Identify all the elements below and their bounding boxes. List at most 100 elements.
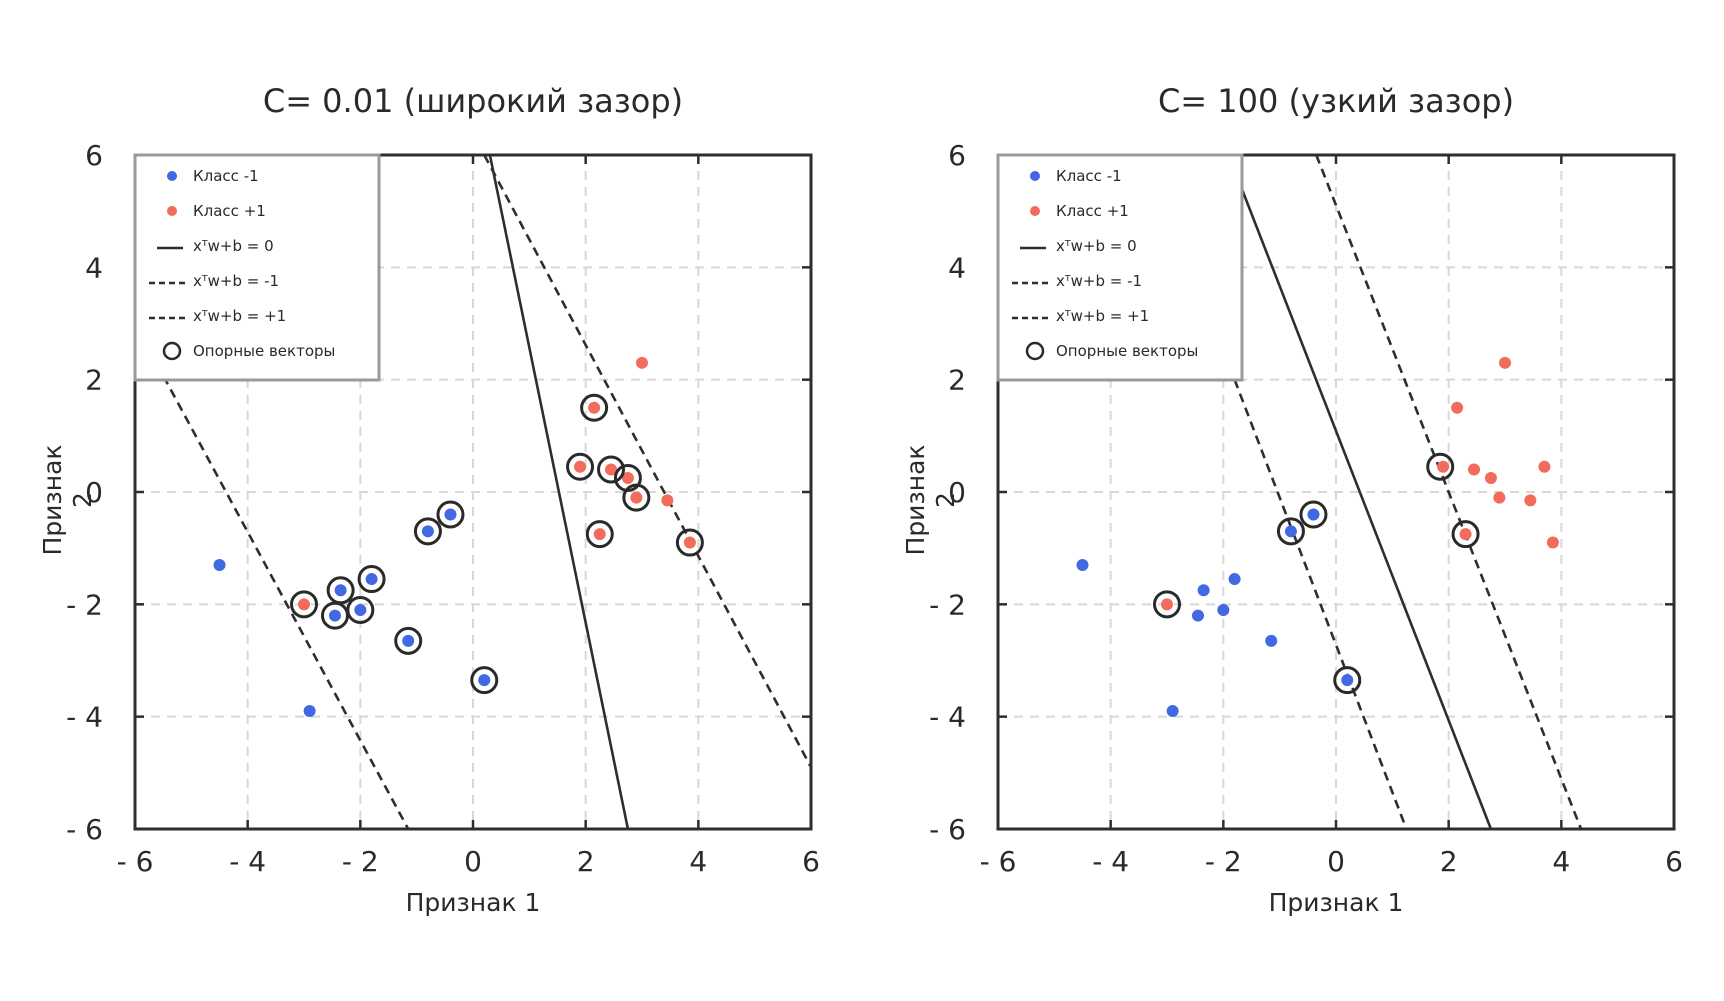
y-axis-label: Признак2 [38, 445, 97, 556]
y-tick-label: 2 [948, 364, 966, 397]
point-class-pos [588, 401, 601, 414]
decision-boundary-line [1236, 176, 1493, 829]
point-class-pos [1538, 460, 1551, 473]
point-class-neg [421, 525, 434, 538]
x-tick-label: - 2 [342, 845, 379, 878]
x-tick-label: 6 [802, 845, 820, 878]
point-class-pos [1546, 536, 1559, 549]
point-class-pos [1484, 471, 1497, 484]
legend-box [996, 153, 1244, 382]
x-tick-label: - 6 [980, 845, 1017, 878]
point-class-neg [328, 609, 341, 622]
decision-lines [135, 155, 811, 829]
y-axis-label-line1: Признак [38, 445, 67, 556]
point-class-neg [213, 559, 226, 572]
y-tick-label: - 4 [66, 701, 103, 734]
point-class-neg [1284, 525, 1297, 538]
data-points [1076, 356, 1559, 718]
y-tick-label: 4 [85, 251, 103, 284]
legend: Класс -1 Класс +1 xᵀw+b = 0 xᵀw+b = -1 xᵀw+b… [996, 153, 1244, 382]
legend: Класс -1 Класс +1 xᵀw+b = 0 xᵀw+b = -1 xᵀw+b… [133, 153, 381, 382]
point-class-pos [1451, 401, 1464, 414]
legend-marker-pos [1030, 206, 1040, 216]
point-class-pos [1524, 494, 1537, 507]
point-class-neg [334, 584, 347, 597]
point-class-neg [1228, 573, 1241, 586]
point-class-pos [605, 463, 618, 476]
point-class-neg [1197, 584, 1210, 597]
support-vector-ring [1451, 520, 1480, 549]
support-vector-ring [1153, 590, 1181, 619]
legend-marker-neg [167, 171, 177, 181]
support-vector-ring [585, 520, 614, 549]
legend-margin-pos: xᵀw+b = +1 [193, 307, 286, 325]
support-vector-ring [436, 500, 465, 529]
point-class-pos [621, 471, 634, 484]
legend-margin-pos: xᵀw+b = +1 [1056, 307, 1149, 325]
legend-boundary: xᵀw+b = 0 [193, 237, 274, 255]
legend-marker-ring [162, 341, 182, 361]
margin-line-pos [1315, 155, 1583, 829]
point-class-pos [1437, 460, 1450, 473]
x-tick-label: - 6 [117, 845, 154, 878]
support-vector-ring [320, 601, 349, 630]
decision-lines [1233, 155, 1583, 829]
support-vector-ring [357, 565, 386, 594]
point-class-neg [1341, 674, 1354, 687]
point-class-neg [354, 603, 367, 616]
point-class-pos [1493, 491, 1506, 504]
point-class-neg [303, 705, 316, 718]
support-vector-ring [1333, 666, 1362, 695]
support-vector-ring [1299, 500, 1328, 529]
chart-title: C= 100 (узкий зазор) [1158, 82, 1514, 120]
x-tick-label: 2 [577, 845, 595, 878]
x-tick-label: 4 [689, 845, 707, 878]
legend-boundary: xᵀw+b = 0 [1056, 237, 1137, 255]
x-tick-label: 0 [1327, 845, 1345, 878]
point-class-neg [1217, 603, 1230, 616]
point-class-neg [1307, 508, 1320, 521]
decision-boundary-line [488, 155, 630, 829]
point-class-pos [1459, 528, 1472, 541]
y-tick-label: - 6 [929, 813, 966, 846]
support-vector-ring [394, 626, 423, 655]
point-class-pos [1499, 356, 1511, 369]
y-tick-label: 2 [85, 364, 103, 397]
point-class-neg [365, 573, 378, 586]
y-tick-label: 6 [85, 139, 103, 172]
x-tick-label: - 4 [229, 845, 266, 878]
legend-class-neg: Класс -1 [193, 167, 259, 185]
chart-panel-1: C= 0.01 (широкий зазор)- 6- 4- 2 0 2 4 6- 6-… [38, 82, 820, 917]
support-vector-ring [346, 595, 375, 624]
x-tick-label: 2 [1440, 845, 1458, 878]
point-class-pos [630, 491, 643, 504]
support-vector-ring [413, 517, 442, 546]
point-class-neg [402, 634, 415, 647]
x-tick-label: 0 [464, 845, 482, 878]
y-axis-label: Признак2 [901, 445, 960, 556]
x-tick-label: 4 [1552, 845, 1570, 878]
point-class-pos [661, 494, 674, 507]
y-tick-label: - 6 [66, 813, 103, 846]
support-vector-ring [580, 393, 609, 422]
y-tick-label: - 4 [929, 701, 966, 734]
legend-box [133, 153, 381, 382]
y-axis-label-line1: Признак [901, 445, 930, 556]
data-points [213, 356, 704, 718]
point-class-pos [593, 528, 606, 541]
point-class-neg [478, 674, 491, 687]
support-vector-ring [1276, 517, 1305, 546]
margin-line-neg [135, 322, 410, 829]
margin-line-pos [483, 155, 811, 768]
x-tick-label: - 2 [1205, 845, 1242, 878]
legend-margin-neg: xᵀw+b = -1 [193, 272, 279, 290]
legend-class-neg: Класс -1 [1056, 167, 1122, 185]
point-class-neg [1191, 609, 1204, 622]
y-axis-label-line2: 2 [931, 492, 960, 508]
point-class-pos [1468, 463, 1481, 476]
point-class-pos [1161, 598, 1173, 611]
point-class-pos [298, 598, 310, 611]
support-vector-ring [566, 452, 595, 481]
chart-panel-2: C= 100 (узкий зазор)- 6- 4- 2 0 2 4 6- 6- 4-… [901, 82, 1683, 917]
